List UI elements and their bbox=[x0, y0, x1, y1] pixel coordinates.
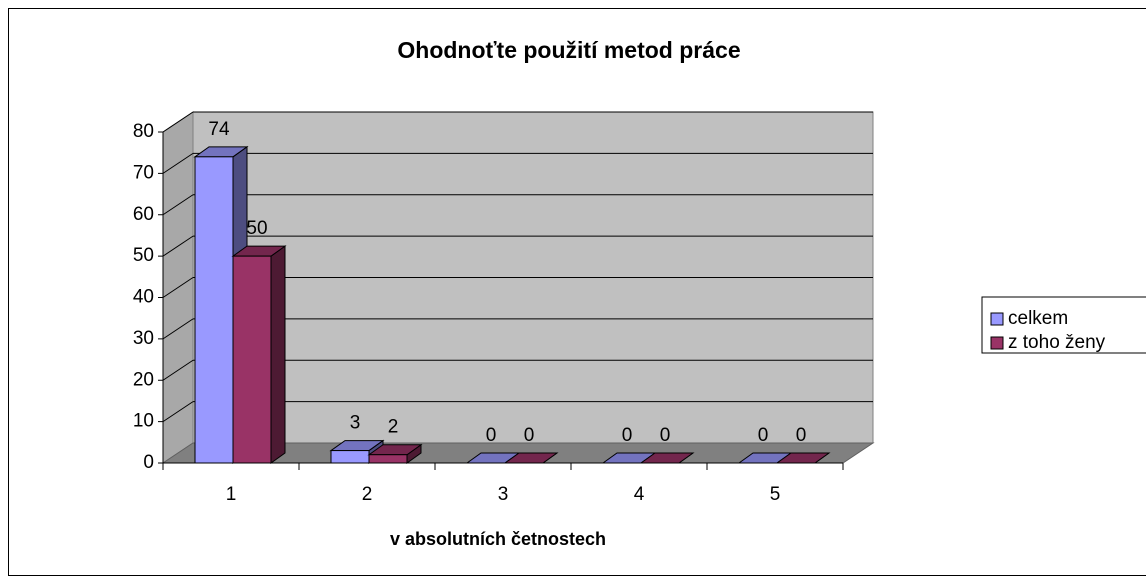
y-tick-label: 0 bbox=[143, 452, 154, 473]
y-tick-label: 20 bbox=[133, 369, 154, 390]
grid-line bbox=[162, 277, 194, 298]
value-label: 3 bbox=[350, 413, 361, 434]
grid-line bbox=[162, 111, 194, 133]
grid-line bbox=[162, 401, 194, 423]
bar bbox=[330, 450, 370, 464]
legend-box bbox=[981, 296, 1146, 354]
y-tick-label: 60 bbox=[133, 204, 154, 225]
value-label: 0 bbox=[524, 425, 535, 446]
y-tick-label: 40 bbox=[133, 287, 154, 308]
x-tick-label: 3 bbox=[498, 484, 509, 505]
legend-swatch bbox=[990, 312, 1004, 326]
x-tick-label: 1 bbox=[226, 484, 237, 505]
value-label: 2 bbox=[388, 417, 399, 438]
chart-title: Ohodnoťte použití metod práce bbox=[397, 37, 740, 63]
x-tick-label: 4 bbox=[634, 484, 645, 505]
y-tick-label: 70 bbox=[133, 162, 154, 183]
y-tick-label: 30 bbox=[133, 328, 154, 349]
legend-swatch bbox=[990, 336, 1004, 350]
y-tick-label: 10 bbox=[133, 411, 154, 432]
grid-line bbox=[162, 194, 194, 216]
legend-label: z toho ženy bbox=[1008, 332, 1106, 353]
x-tick-label: 2 bbox=[362, 484, 373, 505]
grid-line bbox=[162, 359, 194, 381]
value-label: 50 bbox=[246, 218, 267, 239]
y-tick-label: 50 bbox=[133, 245, 154, 266]
bar bbox=[232, 255, 272, 464]
grid-line bbox=[162, 235, 194, 257]
bar-side bbox=[270, 245, 286, 464]
value-label: 74 bbox=[208, 119, 230, 140]
bar-top bbox=[503, 452, 559, 464]
value-label: 0 bbox=[622, 425, 633, 446]
value-label: 0 bbox=[796, 425, 807, 446]
grid-line bbox=[162, 152, 194, 174]
x-axis-title: v absolutních četnostech bbox=[390, 529, 606, 549]
bar bbox=[194, 156, 234, 464]
value-label: 0 bbox=[486, 425, 497, 446]
y-tick-label: 80 bbox=[133, 121, 154, 142]
bar-top bbox=[775, 452, 831, 464]
bar bbox=[368, 454, 408, 464]
bar-top bbox=[639, 452, 695, 464]
value-label: 0 bbox=[660, 425, 671, 446]
legend-label: celkem bbox=[1008, 308, 1068, 329]
grid-line bbox=[162, 318, 194, 340]
value-label: 0 bbox=[758, 425, 769, 446]
x-tick-label: 5 bbox=[770, 484, 781, 505]
